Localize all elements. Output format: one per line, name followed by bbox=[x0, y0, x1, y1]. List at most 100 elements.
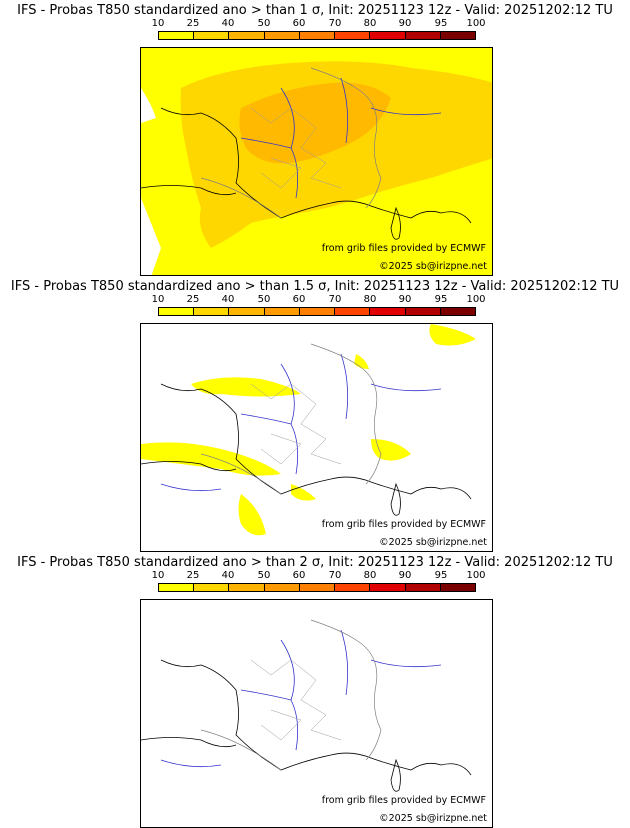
scale-swatch bbox=[370, 308, 406, 315]
scale-tick: 90 bbox=[398, 570, 412, 581]
scale-tick: 60 bbox=[292, 570, 306, 581]
country-borders bbox=[200, 343, 382, 495]
map-graphic bbox=[141, 619, 472, 792]
map-graphic bbox=[141, 324, 476, 536]
coastline bbox=[141, 185, 237, 196]
scale-tick: 50 bbox=[257, 294, 271, 305]
scale-swatch bbox=[229, 308, 265, 315]
scale-tick: 40 bbox=[221, 18, 235, 29]
scale-tick: 10 bbox=[151, 18, 165, 29]
coastline bbox=[141, 461, 237, 472]
region-borders bbox=[250, 107, 342, 189]
scale-tick: 95 bbox=[434, 570, 448, 581]
color-scale-legend: 10 25 40 50 60 70 80 90 95 100 bbox=[152, 18, 486, 44]
scale-swatch bbox=[159, 308, 195, 315]
island-outline bbox=[390, 206, 401, 240]
data-source-text: from grib files provided by ECMWF bbox=[321, 795, 486, 806]
scale-tick: 10 bbox=[151, 294, 165, 305]
scale-swatch bbox=[335, 584, 371, 591]
scale-tick: 60 bbox=[292, 294, 306, 305]
scale-tick: 100 bbox=[466, 18, 486, 29]
scale-swatch bbox=[194, 308, 230, 315]
scale-tick: 95 bbox=[434, 18, 448, 29]
copyright-text: ©2025 sb@irizpne.net bbox=[379, 537, 487, 548]
scale-swatch bbox=[335, 32, 371, 39]
scale-bar bbox=[158, 583, 476, 592]
scale-swatch bbox=[264, 584, 300, 591]
scale-tick: 80 bbox=[363, 18, 377, 29]
probability-map-panel-2: IFS - Probas T850 standardized ano > tha… bbox=[0, 276, 630, 552]
probability-fill-10 bbox=[141, 442, 281, 476]
map-area: from grib files provided by ECMWF ©2025 … bbox=[140, 47, 493, 276]
scale-swatch bbox=[440, 32, 475, 39]
sea-gap bbox=[141, 88, 156, 123]
map-title: IFS - Probas T850 standardized ano > tha… bbox=[10, 279, 620, 294]
scale-tick: 50 bbox=[257, 570, 271, 581]
river-lines bbox=[240, 77, 442, 199]
scale-swatch bbox=[299, 32, 336, 39]
region-borders bbox=[250, 659, 342, 741]
scale-swatch bbox=[405, 308, 441, 315]
scale-swatch bbox=[264, 308, 300, 315]
copyright-text: ©2025 sb@irizpne.net bbox=[379, 261, 487, 272]
scale-tick: 70 bbox=[328, 570, 342, 581]
scale-tick: 90 bbox=[398, 294, 412, 305]
probability-map-panel-3: IFS - Probas T850 standardized ano > tha… bbox=[0, 552, 630, 828]
scale-tick: 40 bbox=[221, 570, 235, 581]
scale-tick: 95 bbox=[434, 294, 448, 305]
scale-tick: 25 bbox=[186, 570, 200, 581]
probability-fill-10 bbox=[354, 354, 369, 369]
scale-tick: 90 bbox=[398, 18, 412, 29]
copyright-text: ©2025 sb@irizpne.net bbox=[379, 813, 487, 824]
scale-bar bbox=[158, 31, 476, 40]
scale-swatch bbox=[405, 584, 441, 591]
map-graphic bbox=[141, 48, 492, 275]
river-lines bbox=[160, 629, 442, 768]
scale-tick: 40 bbox=[221, 294, 235, 305]
probability-fill-10 bbox=[291, 484, 316, 501]
scale-swatch bbox=[370, 32, 406, 39]
scale-swatch bbox=[194, 584, 230, 591]
island-outline bbox=[390, 758, 401, 792]
map-title: IFS - Probas T850 standardized ano > tha… bbox=[17, 555, 613, 570]
river-lines bbox=[160, 353, 442, 492]
scale-swatch bbox=[229, 32, 265, 39]
scale-swatch bbox=[159, 584, 195, 591]
color-scale-legend: 10 25 40 50 60 70 80 90 95 100 bbox=[152, 570, 486, 596]
probability-fill-10 bbox=[371, 439, 411, 461]
scale-swatch bbox=[229, 584, 265, 591]
scale-swatch bbox=[335, 308, 371, 315]
probability-fill-10 bbox=[238, 494, 266, 536]
coastline bbox=[160, 107, 472, 224]
probability-fill-10 bbox=[429, 324, 476, 346]
scale-tick: 10 bbox=[151, 570, 165, 581]
data-source-text: from grib files provided by ECMWF bbox=[321, 243, 486, 254]
coastline bbox=[160, 383, 472, 500]
color-scale-legend: 10 25 40 50 60 70 80 90 95 100 bbox=[152, 294, 486, 320]
scale-bar bbox=[158, 307, 476, 316]
scale-swatch bbox=[194, 32, 230, 39]
scale-tick: 100 bbox=[466, 570, 486, 581]
scale-tick: 25 bbox=[186, 294, 200, 305]
scale-swatch bbox=[159, 32, 195, 39]
probability-map-panel-1: IFS - Probas T850 standardized ano > tha… bbox=[0, 0, 630, 276]
map-title: IFS - Probas T850 standardized ano > tha… bbox=[17, 3, 613, 18]
scale-swatch bbox=[370, 584, 406, 591]
scale-swatch bbox=[440, 584, 475, 591]
scale-swatch bbox=[264, 32, 300, 39]
map-area: from grib files provided by ECMWF ©2025 … bbox=[140, 599, 493, 828]
island-outline bbox=[390, 482, 401, 516]
scale-swatch bbox=[299, 308, 336, 315]
region-borders bbox=[250, 383, 342, 465]
scale-tick: 80 bbox=[363, 570, 377, 581]
coastline bbox=[160, 659, 472, 776]
probability-fill-40 bbox=[239, 82, 391, 164]
scale-swatch bbox=[440, 308, 475, 315]
coastline bbox=[141, 737, 237, 748]
scale-tick: 80 bbox=[363, 294, 377, 305]
probability-fill-10 bbox=[191, 377, 301, 397]
scale-tick: 70 bbox=[328, 18, 342, 29]
country-borders bbox=[200, 619, 382, 771]
scale-swatch bbox=[405, 32, 441, 39]
scale-tick: 100 bbox=[466, 294, 486, 305]
